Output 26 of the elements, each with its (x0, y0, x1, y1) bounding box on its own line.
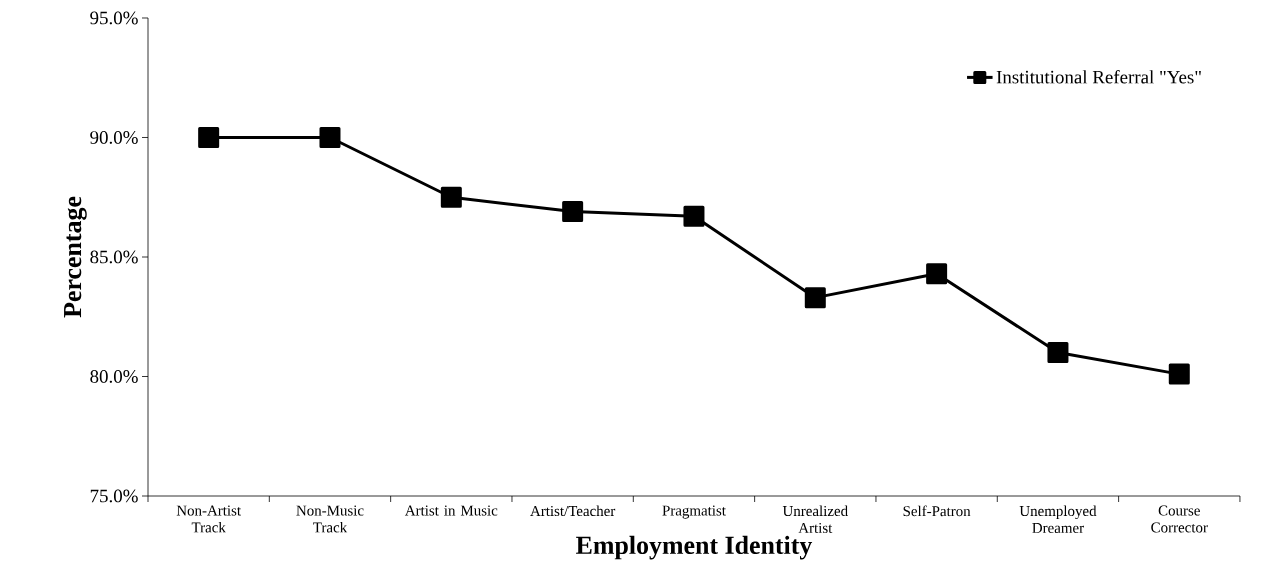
x-tick-label: Artist/Teacher (530, 505, 616, 517)
y-tick-label: 75.0% (90, 489, 138, 503)
y-tick-label: 95.0% (90, 11, 138, 25)
x-tick-label: Unrealized Artist (782, 505, 848, 533)
x-tick-label: Self-Patron (903, 505, 971, 517)
point (683, 205, 705, 227)
point (926, 263, 948, 285)
x-tick-label: Unemployed Dreamer (1019, 505, 1097, 533)
point (1047, 342, 1069, 364)
point (804, 287, 826, 309)
point (440, 186, 462, 208)
x-tick-label: Non-Artist Track (176, 505, 241, 533)
point (198, 127, 220, 148)
x-tick-label: Artist in Music (404, 505, 498, 516)
x-axis-title: Employment Identity (576, 535, 813, 560)
point (319, 127, 341, 148)
x-tick-label: Non-Music Track (296, 505, 364, 533)
x-tick-label: Course Corrector (1151, 505, 1208, 533)
point (1168, 363, 1190, 385)
legend-label: Institutional Referral "Yes" (996, 69, 1201, 84)
y-axis-title: Percentage (64, 196, 87, 318)
y-tick-label: 80.0% (90, 370, 138, 383)
y-tick-label: 85.0% (90, 250, 138, 264)
point (562, 201, 584, 223)
y-tick-label: 90.0% (90, 131, 138, 144)
x-tick-label: Pragmatist (662, 505, 726, 519)
